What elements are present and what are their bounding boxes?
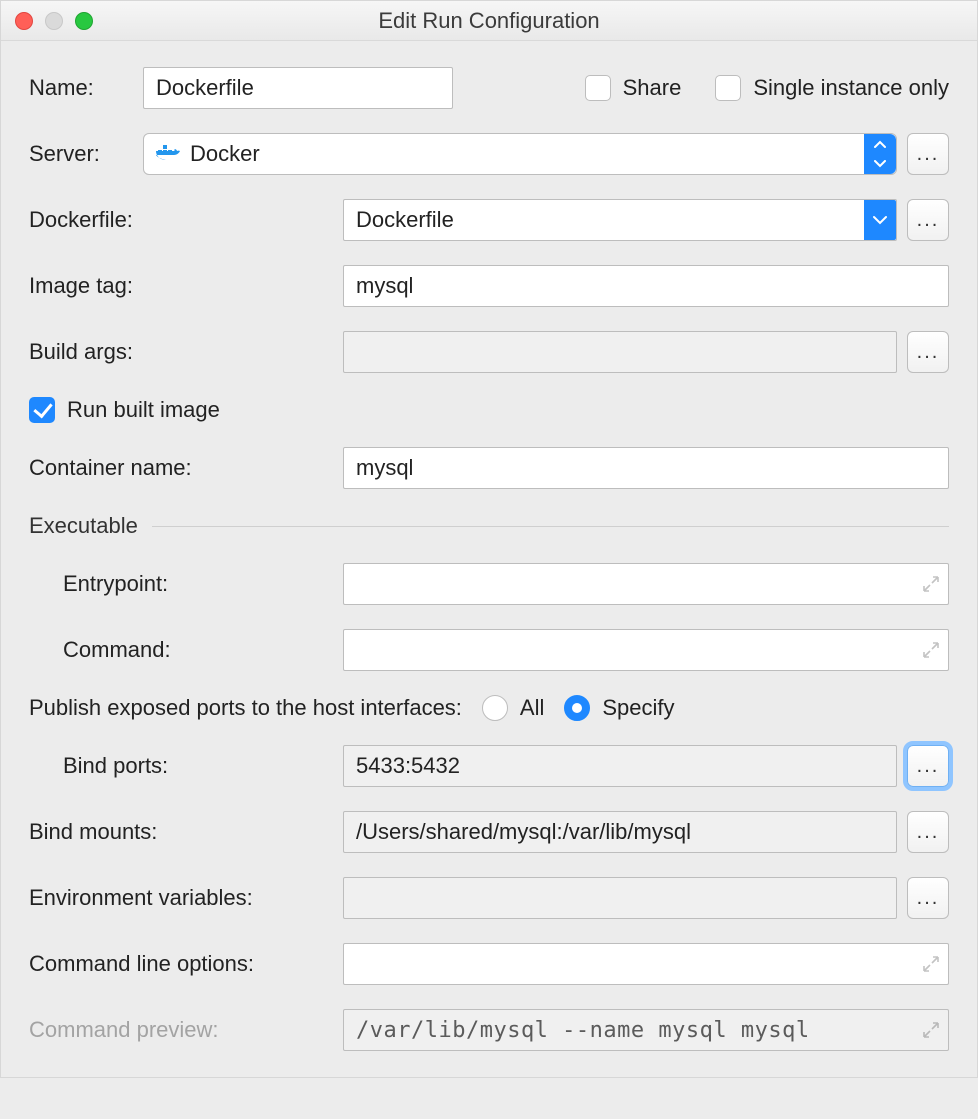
- image-tag-input[interactable]: mysql: [343, 265, 949, 307]
- cmd-preview-output: /var/lib/mysql --name mysql mysql: [343, 1009, 949, 1051]
- window-traffic-lights: [15, 12, 93, 30]
- ellipsis-icon: ...: [917, 755, 940, 778]
- cmd-preview-value: /var/lib/mysql --name mysql mysql: [356, 1018, 810, 1043]
- container-name-value: mysql: [356, 455, 413, 481]
- publish-ports-specify-radio[interactable]: [564, 695, 590, 721]
- entrypoint-input[interactable]: [343, 563, 949, 605]
- zoom-window-button[interactable]: [75, 12, 93, 30]
- image-tag-value: mysql: [356, 273, 413, 299]
- publish-ports-label: Publish exposed ports to the host interf…: [29, 695, 462, 721]
- bind-mounts-value: /Users/shared/mysql:/var/lib/mysql: [356, 819, 691, 845]
- titlebar: Edit Run Configuration: [1, 1, 977, 41]
- server-label: Server:: [29, 141, 129, 167]
- dockerfile-dropdown[interactable]: Dockerfile: [343, 199, 897, 241]
- cmd-options-label: Command line options:: [29, 951, 329, 977]
- share-checkbox[interactable]: [585, 75, 611, 101]
- ellipsis-icon: ...: [917, 143, 940, 166]
- cmd-preview-label: Command preview:: [29, 1017, 329, 1043]
- bind-mounts-input[interactable]: /Users/shared/mysql:/var/lib/mysql: [343, 811, 897, 853]
- command-label: Command:: [29, 637, 329, 663]
- server-stepper-icon: [864, 134, 896, 174]
- server-dropdown[interactable]: Docker: [143, 133, 897, 175]
- ellipsis-icon: ...: [917, 887, 940, 910]
- container-name-input[interactable]: mysql: [343, 447, 949, 489]
- run-config-dialog: Edit Run Configuration Name: Dockerfile …: [0, 0, 978, 1078]
- cmd-options-input[interactable]: [343, 943, 949, 985]
- divider: [152, 526, 949, 527]
- name-label: Name:: [29, 75, 129, 101]
- expand-icon[interactable]: [922, 1021, 940, 1039]
- ellipsis-icon: ...: [917, 821, 940, 844]
- name-input[interactable]: Dockerfile: [143, 67, 453, 109]
- bind-ports-browse-button[interactable]: ...: [907, 745, 949, 787]
- dockerfile-label: Dockerfile:: [29, 207, 329, 233]
- ellipsis-icon: ...: [917, 209, 940, 232]
- publish-ports-specify-label: Specify: [602, 695, 674, 721]
- build-args-input[interactable]: [343, 331, 897, 373]
- run-built-image-checkbox[interactable]: [29, 397, 55, 423]
- build-args-browse-button[interactable]: ...: [907, 331, 949, 373]
- close-window-button[interactable]: [15, 12, 33, 30]
- server-browse-button[interactable]: ...: [907, 133, 949, 175]
- server-value: Docker: [190, 141, 260, 167]
- bind-ports-value: 5433:5432: [356, 753, 460, 779]
- executable-section-header: Executable: [29, 513, 949, 539]
- expand-icon: [922, 955, 940, 973]
- ellipsis-icon: ...: [917, 341, 940, 364]
- build-args-label: Build args:: [29, 339, 329, 365]
- expand-icon: [922, 641, 940, 659]
- command-input[interactable]: [343, 629, 949, 671]
- bind-mounts-label: Bind mounts:: [29, 819, 329, 845]
- single-instance-label: Single instance only: [753, 75, 949, 101]
- dockerfile-browse-button[interactable]: ...: [907, 199, 949, 241]
- env-vars-label: Environment variables:: [29, 885, 329, 911]
- env-vars-browse-button[interactable]: ...: [907, 877, 949, 919]
- expand-icon: [922, 575, 940, 593]
- container-name-label: Container name:: [29, 455, 329, 481]
- image-tag-label: Image tag:: [29, 273, 329, 299]
- name-value: Dockerfile: [156, 75, 254, 101]
- bind-ports-label: Bind ports:: [29, 753, 329, 779]
- single-instance-checkbox[interactable]: [715, 75, 741, 101]
- publish-ports-all-label: All: [520, 695, 544, 721]
- dockerfile-value: Dockerfile: [356, 207, 454, 233]
- publish-ports-all-radio[interactable]: [482, 695, 508, 721]
- docker-icon: [156, 144, 180, 164]
- executable-section-title: Executable: [29, 513, 138, 539]
- share-label: Share: [623, 75, 682, 101]
- env-vars-input[interactable]: [343, 877, 897, 919]
- bind-mounts-browse-button[interactable]: ...: [907, 811, 949, 853]
- entrypoint-label: Entrypoint:: [29, 571, 329, 597]
- window-title: Edit Run Configuration: [1, 8, 977, 34]
- bind-ports-input[interactable]: 5433:5432: [343, 745, 897, 787]
- run-built-image-label: Run built image: [67, 397, 220, 423]
- chevron-down-icon: [864, 200, 896, 240]
- minimize-window-button[interactable]: [45, 12, 63, 30]
